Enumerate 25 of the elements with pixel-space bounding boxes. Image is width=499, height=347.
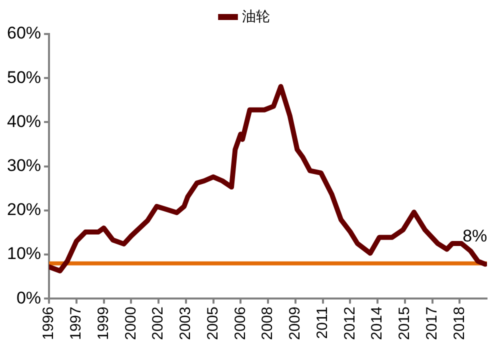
x-tick-label: 2011 — [314, 306, 331, 339]
x-tick-label: 2014 — [368, 306, 386, 340]
y-tick-label: 50% — [6, 68, 42, 87]
y-tick-label: 30% — [6, 156, 42, 176]
x-tick-label: 1997 — [68, 306, 85, 340]
x-tick-label: 2006 — [232, 306, 249, 340]
x-tick-label: 2008 — [259, 306, 276, 340]
x-tick-label: 2017 — [423, 306, 440, 340]
x-tick-label: 1996 — [40, 306, 58, 340]
y-tick-label: 10% — [6, 244, 42, 264]
x-tick-label: 1999 — [94, 306, 112, 340]
x-tick-label: 2002 — [150, 306, 167, 340]
x-tick-label: 2012 — [341, 306, 358, 340]
y-tick-label: 40% — [6, 112, 42, 131]
x-tick-label: 2000 — [122, 306, 140, 340]
y-tick-label: 20% — [6, 200, 42, 220]
x-tick-label: 2005 — [204, 306, 222, 340]
x-tick-label: 2018 — [450, 306, 468, 340]
y-tick-label: 60% — [6, 24, 42, 43]
x-tick-label: 2015 — [396, 306, 414, 340]
x-tick-label: 2003 — [177, 306, 194, 340]
annotation: 8% — [462, 226, 488, 246]
x-tick-label: 2009 — [286, 306, 304, 340]
legend-label: 油轮 — [242, 8, 270, 24]
y-tick-label: 0% — [16, 288, 42, 308]
